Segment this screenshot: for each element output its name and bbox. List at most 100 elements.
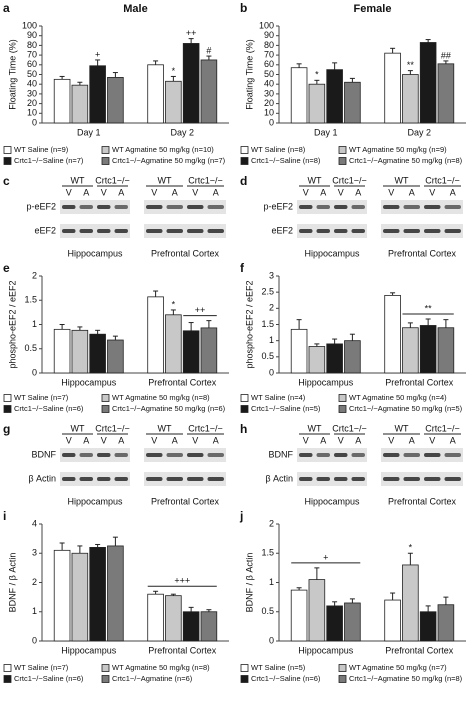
bar [344,81,361,124]
legend-label: WT Saline (n=7) [14,393,69,402]
row-label: p-eEF2 [263,201,293,211]
legend-swatch [101,405,110,413]
legend-swatch [101,664,110,672]
bar [200,59,218,124]
blot-strip [60,200,130,214]
blot-band [444,205,461,209]
x-tick-label: Prefrontal Cortex [385,645,454,655]
blot-band [79,453,93,457]
blot-band [97,477,111,481]
blot-band [207,453,224,457]
bar [419,611,437,642]
legend-swatch [338,675,347,683]
significance-label: * [172,66,176,76]
blot-band [62,229,76,233]
blot-band [444,477,461,481]
y-tick-label: 70 [264,49,274,59]
legend-label: WT Saline (n=5) [251,663,306,672]
genotype-label: WT [71,175,85,185]
lane-label: A [355,435,361,445]
blot-strip [381,472,463,486]
panel-letter: b [240,1,247,15]
blot-strip [297,200,367,214]
legend-swatch [3,675,12,683]
lane-label: V [338,187,344,197]
blot-band [316,229,330,233]
legend-label: Crtc1−/−Agmatine (n=6) [112,674,193,683]
blot-band [383,453,400,457]
significance-label: ** [425,303,433,313]
blot-band [166,229,183,233]
y-tick-label: 10 [27,108,37,118]
genotype-label: Crtc1−/− [95,423,130,433]
blot-band [187,205,204,209]
bar [147,593,164,642]
significance-label: # [206,45,211,55]
bar [308,83,326,124]
genotype-label: Crtc1−/− [332,175,367,185]
blot-band [351,205,365,209]
y-tick-label: 1 [32,606,37,616]
chart-title: Male [123,3,147,15]
y-tick-label: 60 [264,59,274,69]
legend-swatch [338,405,347,413]
bar [182,330,200,374]
significance-label: +++ [174,576,190,586]
y-tick-label: 1.5 [24,295,37,305]
blot-band [166,205,183,209]
blot-band [79,477,93,481]
bar [71,552,89,642]
bar [290,589,308,642]
x-tick-label: Day 1 [77,127,101,137]
blot-strip [60,472,130,486]
blot-strip [144,224,226,238]
legend-swatch [101,146,110,154]
y-tick-label: 2 [32,577,37,587]
blot-strip [297,472,367,486]
y-tick-label: 0 [269,117,274,127]
legend-label: WT Agmatine 50 mg/kg (n=10) [112,145,214,154]
bar [402,327,419,374]
blot-band [146,477,163,481]
legend-swatch [3,146,12,154]
bar [437,63,455,124]
panel-letter: j [239,509,243,523]
blot-band [207,205,224,209]
y-tick-label: 10 [264,108,274,118]
blot-band [383,205,400,209]
bar [344,602,361,642]
lane-label: A [118,187,124,197]
blot-band [79,229,93,233]
bar [165,80,182,124]
bar [200,611,218,642]
row-label: p-eEF2 [26,201,56,211]
bar [107,339,124,374]
blot-band [383,477,400,481]
legend-label: Crtc1−/−Saline (n=8) [251,156,321,165]
legend-label: Crtc1−/−Saline (n=7) [14,156,84,165]
x-tick-label: Hippocampus [61,645,117,655]
y-tick-label: 2.5 [261,287,274,297]
lane-label: A [320,435,326,445]
panel-letter: g [3,422,10,436]
legend-swatch [101,675,110,683]
x-tick-label: Prefrontal Cortex [385,377,454,387]
lane-label: V [192,435,198,445]
panel-letter: i [3,509,6,523]
blot-band [97,453,111,457]
legend-swatch [338,146,347,154]
genotype-label: WT [308,175,322,185]
y-tick-label: 70 [27,49,37,59]
significance-label: ++ [195,305,206,315]
blot-band [114,205,128,209]
legend-swatch [3,664,12,672]
legend-swatch [240,664,249,672]
y-tick-label: 1.5 [261,548,274,558]
bar [402,564,419,642]
blot-band [114,477,128,481]
lane-label: V [101,435,107,445]
x-tick-label: Prefrontal Cortex [148,645,217,655]
lane-label: V [429,187,435,197]
genotype-label: Crtc1−/− [425,175,460,185]
lane-label: A [320,187,326,197]
